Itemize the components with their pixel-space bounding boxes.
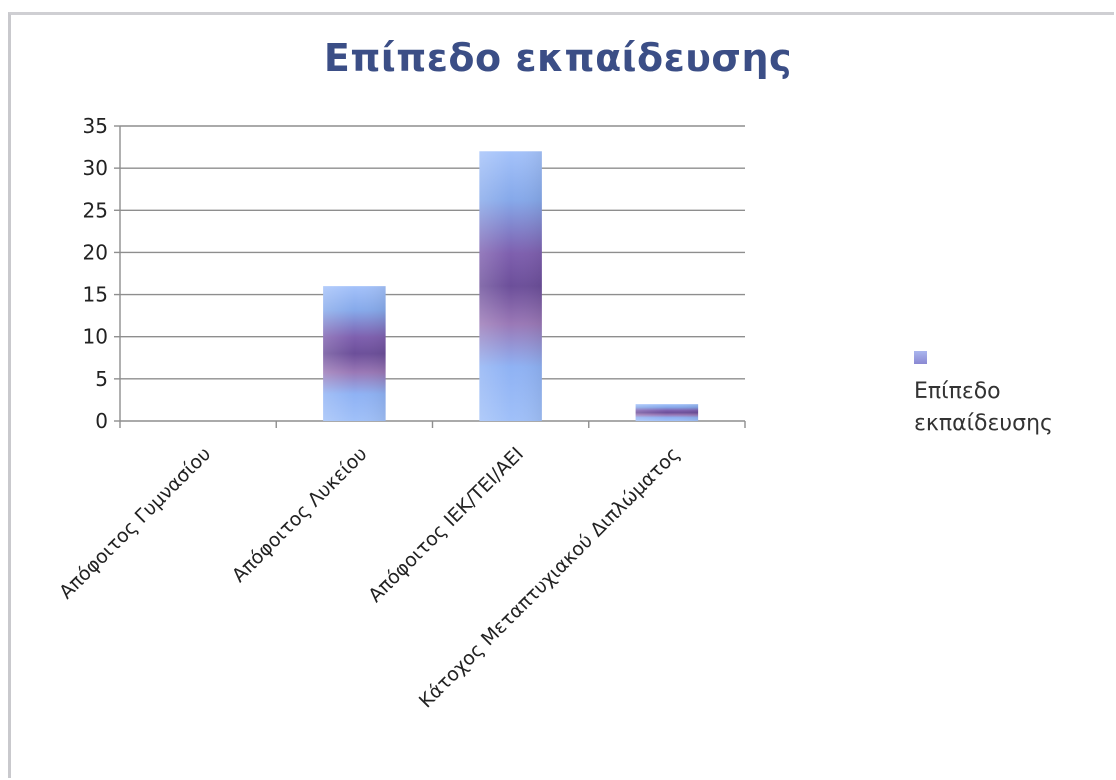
y-tick-label: 0 (95, 409, 108, 433)
y-tick-label: 25 (83, 198, 108, 222)
y-tick-label: 10 (83, 325, 108, 349)
x-tick-label: Απόφοιτος ΙΕΚ/ΤΕΙ/ΑΕΙ (364, 443, 528, 607)
x-tick-label: Κάτοχος Μεταπτυχιακού Διπλώματος (415, 443, 684, 712)
chart-legend: Επίπεδο εκπαίδευσης (914, 344, 1116, 440)
y-tick-label: 15 (83, 283, 108, 307)
bar-sheen (635, 404, 699, 421)
y-tick-label: 30 (83, 156, 108, 180)
y-tick-label: 35 (83, 114, 108, 138)
chart-title: Επίπεδο εκπαίδευσης (323, 36, 793, 80)
bar-sheen (479, 151, 542, 422)
y-tick-label: 20 (83, 240, 108, 264)
legend-label: Επίπεδο εκπαίδευσης (914, 379, 1053, 436)
y-tick-label: 5 (95, 367, 108, 391)
bar-sheen (323, 286, 386, 421)
x-tick-label: Απόφοιτος Λυκείου (228, 443, 372, 587)
legend-swatch (914, 351, 927, 364)
chart-frame (8, 12, 1114, 778)
x-tick-label: Απόφοιτος Γυμνασίου (55, 443, 215, 603)
